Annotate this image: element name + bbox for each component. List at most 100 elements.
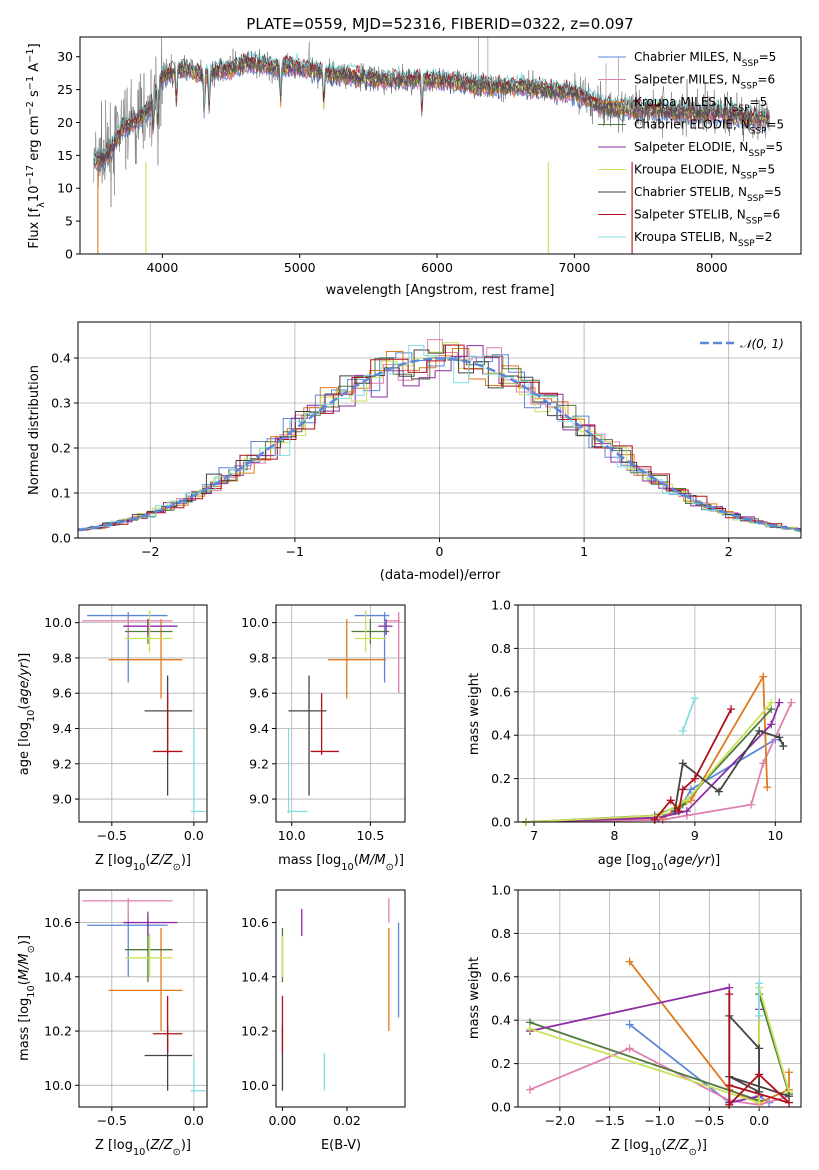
y-tick-label: 1.0 xyxy=(491,598,511,613)
legend-entry: Kroupa ELODIE, NSSP=5 xyxy=(634,163,775,182)
y-axis-label: age [log10(age/yr)] xyxy=(17,653,37,776)
weight-vs-age-frame xyxy=(517,604,802,823)
weight-point-marker xyxy=(625,1044,634,1053)
age-vs-mass-frame xyxy=(275,604,406,823)
weight-vs-age-axes: 7 8 9 10 0.0 0.2 0.4 0.6 0.8 1.0 xyxy=(491,598,802,843)
weight-point-marker xyxy=(787,698,796,707)
y-tick-label: 0.6 xyxy=(491,684,511,699)
y-tick-label: 1.0 xyxy=(491,883,511,898)
weight-series-line xyxy=(525,702,793,822)
weight-point-marker xyxy=(666,796,675,805)
weight-point-marker xyxy=(755,1011,764,1020)
y-tick-label: 10.2 xyxy=(241,1024,269,1039)
weight-point-marker xyxy=(674,807,683,816)
legend-entry: Chabrier STELIB, NSSP=5 xyxy=(634,185,782,204)
x-tick-label: 0.02 xyxy=(333,1113,361,1128)
weight-point-marker xyxy=(725,990,734,999)
x-tick-label: 6000 xyxy=(421,260,453,275)
y-tick-label: 10.6 xyxy=(44,915,72,930)
x-tick-label: 1 xyxy=(580,544,588,559)
weight-point-marker xyxy=(678,726,687,735)
x-tick-label: −0.5 xyxy=(97,828,127,843)
histogram-series xyxy=(78,355,801,532)
weight-series-line xyxy=(673,729,785,812)
y-axis-label: mass [log10(M/M⊙)] xyxy=(17,935,37,1061)
y-tick-label: 0.2 xyxy=(491,771,511,786)
age-vs-mass-axes: 10.0 10.5 9.0 9.2 9.4 9.6 9.8 10.0 xyxy=(241,604,406,843)
weight-point-marker xyxy=(678,785,687,794)
x-tick-label: 10 xyxy=(767,828,783,843)
x-axis-label: age [log10(age/yr)] xyxy=(598,853,721,873)
weight-point-marker xyxy=(755,1098,764,1107)
weight-point-marker xyxy=(755,1070,764,1079)
y-tick-label: 10.0 xyxy=(44,615,72,630)
y-tick-label: 30 xyxy=(57,49,73,64)
spectrum-data-line xyxy=(93,37,770,208)
y-tick-label: 10.4 xyxy=(44,969,72,984)
legend-entry: Kroupa MILES, NSSP=5 xyxy=(634,95,767,114)
x-axis-label: Z [log10(Z/Z⊙)] xyxy=(95,1138,191,1158)
y-tick-label: 15 xyxy=(57,148,73,163)
x-tick-label: 10.0 xyxy=(278,828,306,843)
spectrum-axes: 4000 5000 6000 7000 8000 0 5 10 15 20 25 30 xyxy=(57,36,802,275)
x-tick-label: 0 xyxy=(436,544,444,559)
weight-point-marker xyxy=(775,733,784,742)
weight-point-marker xyxy=(686,785,695,794)
y-tick-label: 9.6 xyxy=(249,686,269,701)
x-axis-label: mass [log10(M/M⊙)] xyxy=(278,853,404,873)
weight-point-marker xyxy=(767,698,776,707)
weight-point-marker xyxy=(785,1098,794,1107)
y-tick-label: 9.0 xyxy=(249,792,269,807)
y-tick-label: 10.2 xyxy=(44,1024,72,1039)
y-tick-label: 10 xyxy=(57,181,73,196)
x-tick-label: 0.0 xyxy=(184,828,204,843)
y-tick-label: 10.0 xyxy=(241,615,269,630)
x-axis-label: E(B-V) xyxy=(321,1138,361,1153)
y-axis-label: Normed distribution xyxy=(27,365,42,495)
y-tick-label: 0.8 xyxy=(491,926,511,941)
y-tick-label: 0.3 xyxy=(51,396,71,411)
weight-point-marker xyxy=(714,787,723,796)
legend-entry: Chabrier ELODIE, NSSP=5 xyxy=(634,118,784,137)
weight-series-line xyxy=(525,738,776,822)
weight-series-line xyxy=(681,697,696,732)
normal-curve xyxy=(78,357,801,532)
y-tick-label: 0.4 xyxy=(51,351,71,366)
weight-point-marker xyxy=(690,694,699,703)
y-tick-label: 9.4 xyxy=(52,721,72,736)
weight-point-marker xyxy=(525,1024,534,1033)
x-tick-label: 7000 xyxy=(558,260,590,275)
y-tick-label: 0.4 xyxy=(491,1013,511,1028)
weight-point-marker xyxy=(759,672,768,681)
weight-point-marker xyxy=(625,957,634,966)
legend-entry: Salpeter STELIB, NSSP=6 xyxy=(634,208,780,227)
x-tick-label: 5000 xyxy=(284,260,316,275)
y-tick-label: 9.8 xyxy=(52,650,72,665)
weight-point-marker xyxy=(747,800,756,809)
x-tick-label: −2 xyxy=(141,544,159,559)
x-tick-label: −1.5 xyxy=(594,1113,624,1128)
chart-title: PLATE=0559, MJD=52316, FIBERID=0322, z=0… xyxy=(246,15,633,33)
residuals-frame xyxy=(77,321,802,539)
weight-point-marker xyxy=(785,1068,794,1077)
x-tick-label: −1 xyxy=(286,544,304,559)
y-tick-label: 0.0 xyxy=(51,531,71,546)
spectrum-frame xyxy=(79,36,802,255)
weight-vs-Z-frame xyxy=(517,889,802,1108)
x-axis-label: Z [log10(Z/Z⊙)] xyxy=(95,853,191,873)
mass-vs-Z-axes: −0.5 0.0 10.0 10.2 10.4 10.6 xyxy=(44,889,208,1128)
y-tick-label: 9.2 xyxy=(52,756,72,771)
y-tick-label: 9.2 xyxy=(249,756,269,771)
age-vs-Z-axes: −0.5 0.0 9.0 9.2 9.4 9.6 9.8 10.0 xyxy=(44,604,208,843)
mass-vs-ebv-frame xyxy=(275,889,406,1108)
weight-point-marker xyxy=(755,1044,764,1053)
weight-series-line xyxy=(529,986,760,1104)
y-tick-label: 9.8 xyxy=(249,650,269,665)
y-tick-label: 0.4 xyxy=(491,728,511,743)
weight-series-line xyxy=(525,702,772,822)
x-axis-label: wavelength [Angstrom, rest frame] xyxy=(326,283,555,298)
y-tick-label: 10.0 xyxy=(241,1078,269,1093)
weight-series-line xyxy=(654,708,732,821)
y-tick-label: 9.6 xyxy=(52,686,72,701)
